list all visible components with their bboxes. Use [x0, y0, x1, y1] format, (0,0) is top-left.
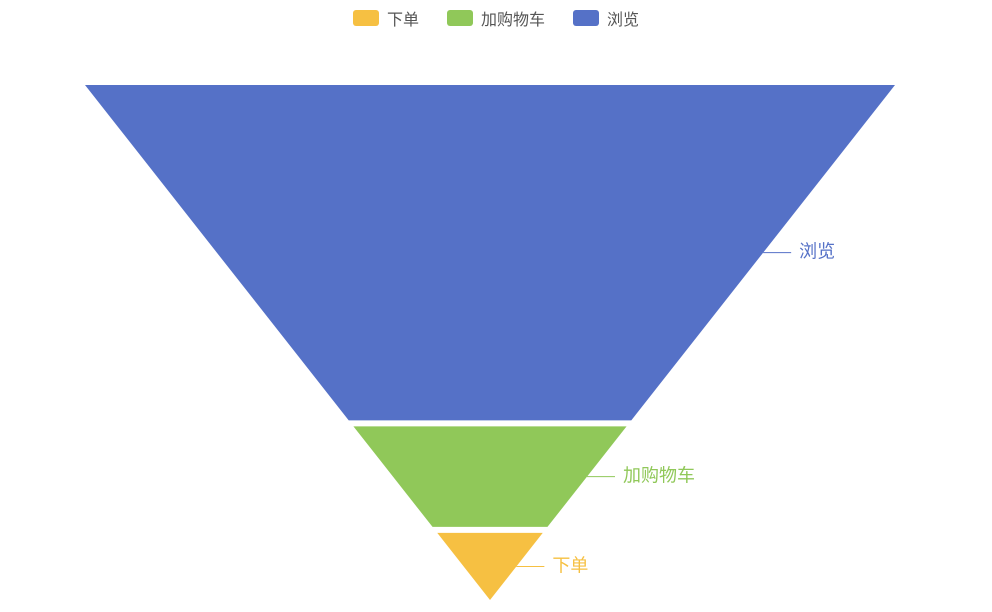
legend-swatch-addcart: [447, 10, 473, 26]
legend-label-addcart: 加购物车: [481, 6, 545, 30]
legend-swatch-order: [353, 10, 379, 26]
slice-label-browse: 浏览: [799, 238, 835, 264]
legend-item-addcart[interactable]: 加购物车: [447, 6, 545, 30]
legend-label-browse: 浏览: [607, 6, 639, 30]
legend-item-order[interactable]: 下单: [353, 6, 419, 30]
legend-swatch-browse: [573, 10, 599, 26]
slice-label-order: 下单: [552, 551, 588, 577]
funnel-slice-addcart[interactable]: [353, 426, 626, 527]
legend-item-browse[interactable]: 浏览: [573, 6, 639, 30]
legend: 下单 加购物车 浏览: [0, 6, 992, 30]
slice-label-addcart: 加购物车: [623, 462, 695, 488]
chart-stage: 浏览加购物车下单 下单加购物车浏览: [0, 0, 992, 612]
funnel-chart: 浏览加购物车下单: [0, 0, 992, 612]
legend-label-order: 下单: [387, 6, 419, 30]
funnel-slices: [85, 85, 895, 600]
